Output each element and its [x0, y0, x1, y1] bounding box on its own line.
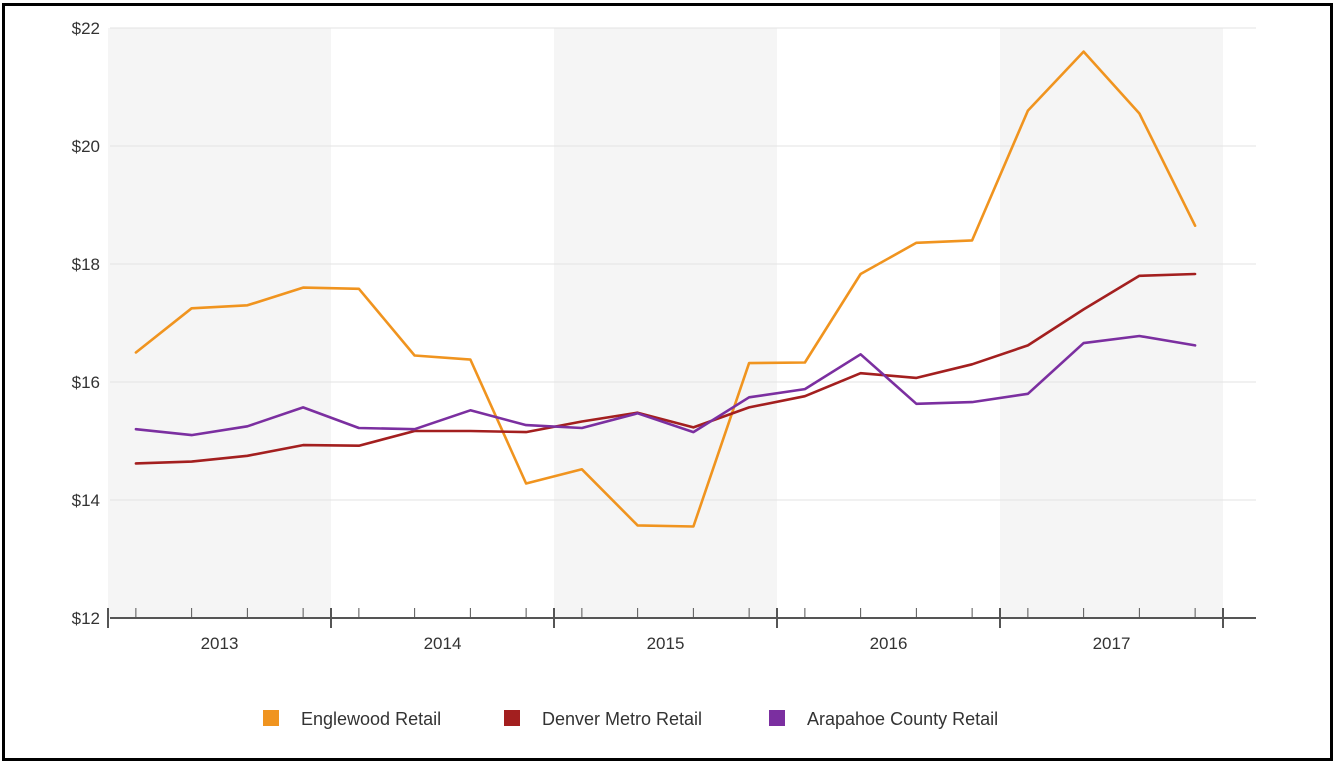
- series-line: [134, 334, 1197, 437]
- y-tick-label: $18: [72, 255, 100, 274]
- legend-label: Denver Metro Retail: [542, 709, 702, 729]
- series-line: [134, 50, 1197, 528]
- year-band: [554, 28, 777, 618]
- legend-label: Arapahoe County Retail: [807, 709, 998, 729]
- line-chart: $12$14$16$18$20$22 2013 2014 2015 2016 2017 …: [72, 19, 1256, 729]
- y-tick-label: $16: [72, 373, 100, 392]
- legend-label: Englewood Retail: [301, 709, 441, 729]
- series-line: [134, 272, 1197, 465]
- legend-item: Arapahoe County Retail: [769, 709, 998, 729]
- y-tick-label: $12: [72, 609, 100, 628]
- x-tick-label: 2017: [1093, 634, 1131, 653]
- legend-swatch: [263, 710, 279, 726]
- x-tick-label: 2014: [424, 634, 462, 653]
- legend-item: Englewood Retail: [263, 709, 441, 729]
- y-tick-label: $22: [72, 19, 100, 38]
- y-axis: $12 $14 $16 $18 $20 $22: [72, 19, 100, 628]
- x-axis: 2013 2014 2015 2016 2017: [107, 608, 1256, 653]
- gridlines: [110, 27, 1256, 501]
- year-bands: [108, 28, 1223, 618]
- year-band: [108, 28, 331, 618]
- x-tick-label: 2013: [201, 634, 239, 653]
- legend-item: Denver Metro Retail: [504, 709, 702, 729]
- legend-swatch: [769, 710, 785, 726]
- series-lines: [134, 50, 1197, 528]
- chart-frame: $12 $14 $16 $18 $20 $22 2013 2014 2015 2016 2017 …: [2, 3, 1333, 761]
- x-tick-label: 2016: [870, 634, 908, 653]
- legend-swatch: [504, 710, 520, 726]
- x-tick-label: 2015: [647, 634, 685, 653]
- legend: Englewood Retail Denver Metro Retail Arapa…: [263, 709, 998, 729]
- y-tick-label: $20: [72, 137, 100, 156]
- y-tick-label: $14: [72, 491, 100, 510]
- year-band: [1000, 28, 1223, 618]
